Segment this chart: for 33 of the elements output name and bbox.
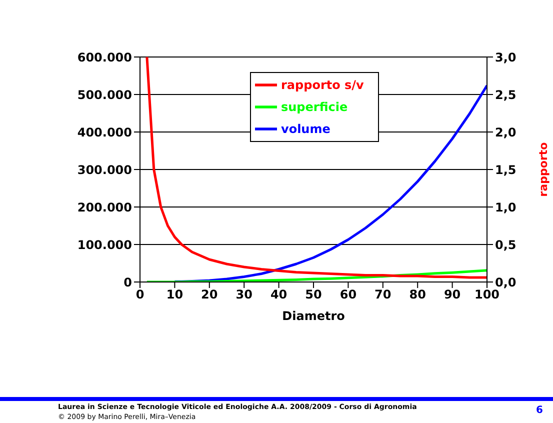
y2-tick-label: 2,5 <box>495 88 516 102</box>
y2-tick-label: 0,5 <box>495 238 516 252</box>
x-tick-label: 20 <box>201 288 218 302</box>
y-tick-label: 0 <box>124 275 132 290</box>
y-tick-label: 100.000 <box>77 238 132 252</box>
x-tick-label: 60 <box>340 288 357 302</box>
y2-tick-label: 2,0 <box>495 125 516 140</box>
y-tick-label: 600.000 <box>77 50 132 64</box>
x-tick-label: 40 <box>270 288 288 302</box>
y-tick-label: 200.000 <box>77 200 132 214</box>
y-tick-label: 300.000 <box>77 162 132 177</box>
x-tick-label: 30 <box>236 288 252 302</box>
y2-tick-label: 1,5 <box>495 162 516 177</box>
line-series <box>146 269 487 282</box>
text: 6 <box>536 405 543 416</box>
legend-label: superficie <box>281 100 348 114</box>
line-series <box>146 57 487 279</box>
y2-tick-label: 0,0 <box>495 275 516 290</box>
y2-axis-title: rapporto <box>536 142 550 197</box>
x-tick-label: 80 <box>409 288 426 302</box>
x-tick-label: 10 <box>166 288 184 302</box>
x-tick-label: 70 <box>374 288 392 302</box>
x-tick-label: 100 <box>474 288 500 302</box>
x-tick-label: 0 <box>136 288 144 302</box>
y-tick-label: 400.000 <box>77 125 132 140</box>
y-tick-label: 500.000 <box>77 88 132 102</box>
x-tick-label: 50 <box>305 288 322 302</box>
x-tick-label: 90 <box>444 288 461 302</box>
legend-label: rapporto s/v <box>281 78 364 92</box>
x-axis-title: Diametro <box>282 309 345 323</box>
y2-tick-label: 3,0 <box>495 50 516 64</box>
legend-label: volume <box>281 122 330 136</box>
y2-tick-label: 1,0 <box>495 200 516 214</box>
